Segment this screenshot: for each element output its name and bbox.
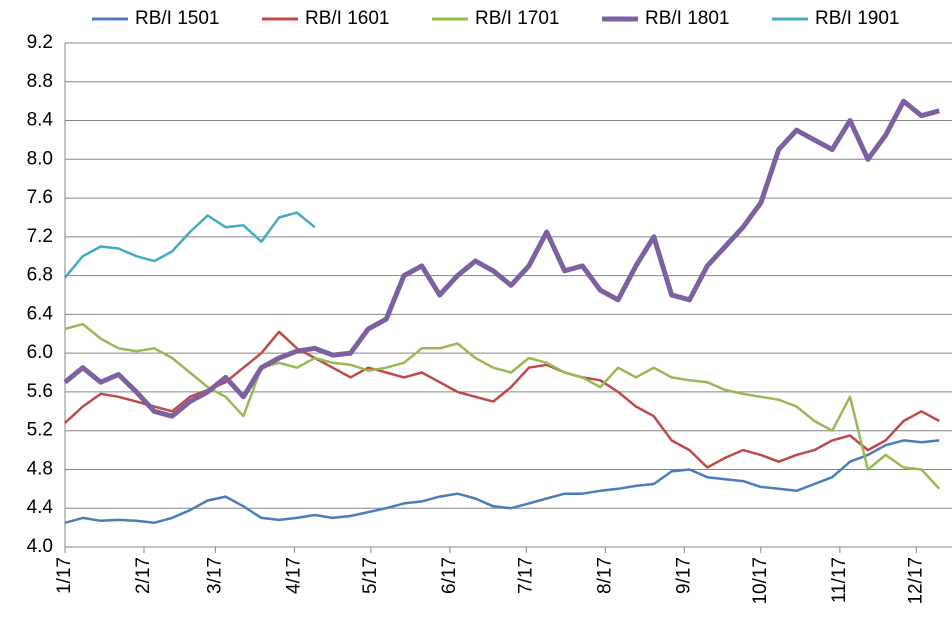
series-line [63, 98, 940, 419]
y-tick-label: 9.2 [27, 32, 53, 53]
legend-label: RB/I 1701 [475, 8, 560, 29]
y-tick-label: 6.4 [27, 303, 54, 324]
x-tick-label: 8/17 [594, 557, 615, 594]
x-tick-label: 4/17 [283, 557, 304, 594]
legend-label: RB/I 1801 [645, 8, 730, 29]
x-tick-label: 2/17 [133, 557, 154, 594]
y-tick-label: 7.6 [27, 187, 53, 208]
x-tick-label: 3/17 [204, 557, 225, 594]
x-tick-label: 6/17 [439, 557, 460, 594]
x-tick-label: 12/17 [905, 557, 926, 605]
x-tick-label: 1/17 [54, 557, 75, 594]
y-tick-label: 4.8 [27, 458, 53, 479]
legend-label: RB/I 1501 [135, 8, 220, 29]
y-tick-label: 5.6 [27, 381, 53, 402]
y-tick-label: 8.0 [27, 148, 53, 169]
series-line [64, 211, 316, 279]
series-line [64, 439, 940, 525]
x-tick-label: 9/17 [673, 557, 694, 594]
y-tick-label: 5.2 [27, 420, 53, 441]
x-tick-label: 7/17 [515, 557, 536, 594]
y-tick-label: 6.8 [27, 265, 53, 286]
y-tick-label: 8.8 [27, 71, 53, 92]
legend-label: RB/I 1601 [305, 8, 390, 29]
y-tick-label: 4.0 [27, 536, 53, 557]
y-tick-label: 6.0 [27, 342, 53, 363]
legend-label: RB/I 1901 [815, 8, 900, 29]
x-tick-label: 10/17 [750, 557, 771, 605]
x-tick-label: 11/17 [829, 557, 850, 603]
y-tick-label: 4.4 [27, 497, 54, 518]
x-tick-label: 5/17 [360, 557, 381, 594]
y-tick-label: 7.2 [27, 226, 53, 247]
y-tick-label: 8.4 [27, 110, 54, 131]
series-line [64, 322, 941, 490]
